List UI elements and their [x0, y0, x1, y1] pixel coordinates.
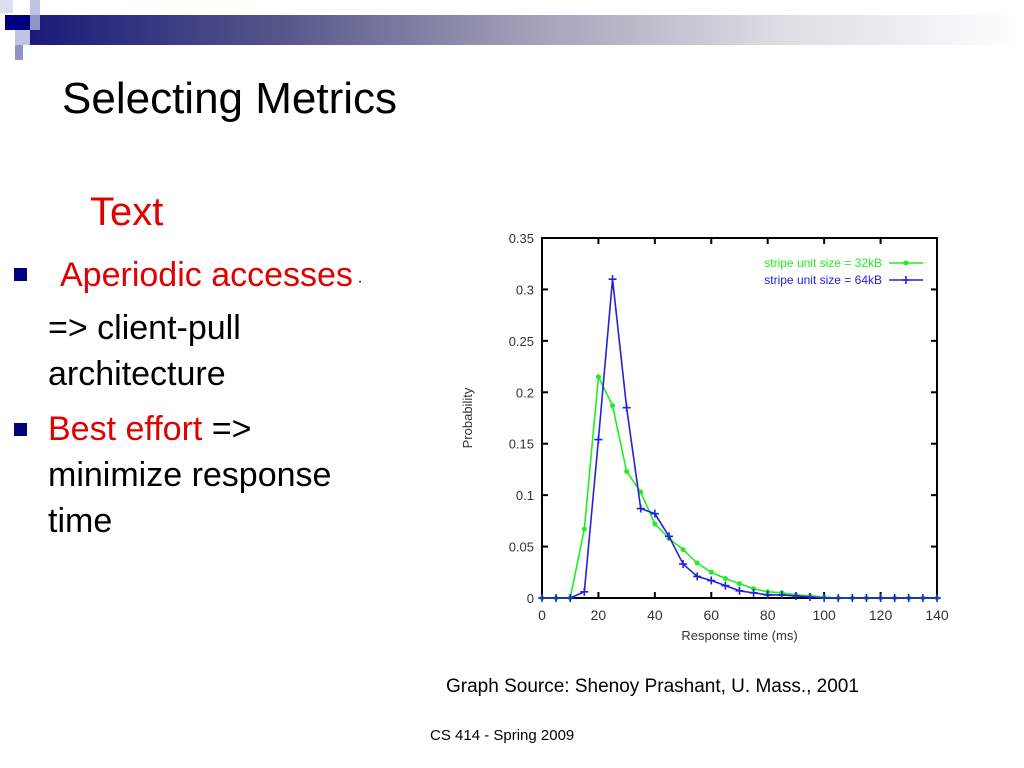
- y-tick-label: 0.25: [509, 334, 534, 349]
- x-tick-label: 120: [869, 607, 893, 623]
- data-point: [694, 560, 700, 566]
- decor-square: [5, 15, 30, 30]
- slide-title: Selecting Metrics: [62, 74, 398, 123]
- bullet-square-icon: [14, 268, 27, 281]
- data-point: [834, 594, 843, 602]
- y-tick-label: 0.3: [516, 282, 534, 297]
- bullet-1-text: => client-pull architecture: [48, 309, 241, 393]
- bullet-1: Aperiodic accesses · => client-pull arch…: [48, 252, 448, 397]
- data-point: [638, 489, 644, 495]
- data-point: [624, 468, 630, 474]
- bullet-square-icon: [14, 423, 27, 436]
- data-point: [566, 594, 575, 602]
- x-tick-label: 80: [760, 607, 776, 623]
- data-point: [708, 569, 714, 575]
- data-point: [680, 547, 686, 553]
- data-point: [933, 594, 941, 602]
- response-time-chart: 0 20 40 60 80 100 120 140 0 0.05 0.1 0.15 0.2 0.25 0.3…: [460, 231, 949, 643]
- data-point: [749, 588, 758, 597]
- header-gradient-band: [30, 15, 1024, 45]
- bullet-2: Best effort => minimize response time: [48, 406, 448, 544]
- y-tick-label: 0.05: [509, 540, 534, 555]
- x-tick-label: 20: [591, 607, 607, 623]
- y-tick-label: 0.1: [516, 488, 534, 503]
- data-point: [538, 594, 546, 602]
- data-point: [722, 575, 728, 581]
- bullet-2-highlight: Best effort: [48, 410, 203, 448]
- data-point: [581, 526, 587, 532]
- decor-square: [0, 0, 13, 13]
- y-tick-label: 0.35: [509, 231, 534, 246]
- decor-square: [30, 0, 40, 15]
- legend-marker: [902, 276, 910, 284]
- data-point: [650, 509, 659, 518]
- data-point: [610, 403, 616, 409]
- legend-label: stripe unit size = 32kB: [764, 256, 882, 270]
- data-point: [751, 586, 757, 592]
- data-point: [904, 594, 913, 602]
- data-point: [890, 594, 899, 602]
- data-point: [664, 532, 673, 541]
- data-point: [820, 594, 829, 602]
- y-tick-label: 0.2: [516, 385, 534, 400]
- data-point: [693, 572, 702, 581]
- data-point: [594, 435, 603, 444]
- slide-subtitle: Text: [90, 190, 164, 234]
- decor-square: [15, 30, 30, 45]
- data-point: [735, 586, 744, 595]
- bullet-1-mark: ·: [352, 273, 363, 290]
- data-point: [652, 521, 658, 527]
- y-tick-label: 0: [527, 591, 534, 606]
- y-axis-label: Probability: [460, 387, 475, 448]
- data-point: [848, 594, 857, 602]
- data-point: [679, 560, 688, 569]
- data-point: [580, 587, 589, 596]
- slide-footer: CS 414 - Spring 2009: [430, 727, 575, 744]
- data-point: [622, 403, 631, 412]
- bullet-2-text: minimize response time: [48, 456, 332, 540]
- data-point: [721, 581, 730, 590]
- y-tick-label: 0.15: [509, 437, 534, 452]
- legend-marker: [903, 260, 909, 266]
- plot-frame: [541, 237, 938, 599]
- x-axis-label: Response time (ms): [681, 628, 797, 643]
- decor-square: [30, 15, 40, 30]
- x-tick-label: 60: [703, 607, 719, 623]
- data-point: [918, 594, 927, 602]
- x-tick-label: 100: [812, 607, 836, 623]
- decor-square: [15, 45, 23, 60]
- data-point: [595, 374, 601, 380]
- data-point: [707, 576, 716, 585]
- data-point: [763, 590, 772, 599]
- data-point: [806, 592, 815, 601]
- bullet-1-highlight: Aperiodic accesses: [60, 256, 353, 294]
- data-point: [552, 594, 561, 602]
- data-point: [636, 504, 645, 513]
- legend-label: stripe unit size = 64kB: [764, 273, 882, 287]
- x-tick-label: 40: [647, 607, 663, 623]
- x-tick-label: 140: [925, 607, 949, 623]
- x-tick-label: 0: [538, 607, 546, 623]
- data-point: [862, 594, 871, 602]
- data-point: [737, 581, 742, 587]
- bullet-2-arrow: =>: [202, 410, 252, 448]
- data-point: [876, 594, 885, 602]
- series-line: [542, 279, 937, 599]
- data-point: [777, 590, 786, 599]
- graph-source: Graph Source: Shenoy Prashant, U. Mass.,…: [446, 676, 859, 697]
- data-point: [608, 275, 617, 284]
- data-point: [791, 591, 800, 600]
